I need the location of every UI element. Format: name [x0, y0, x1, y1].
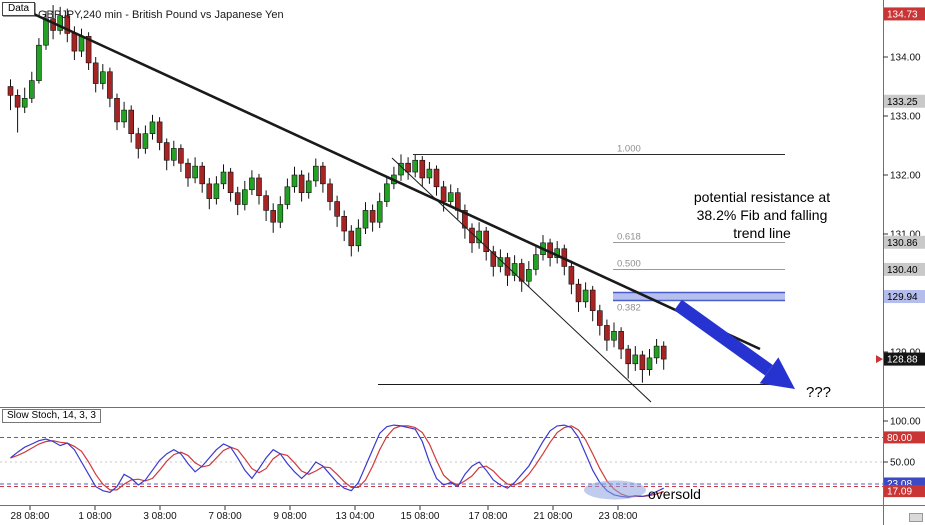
- svg-text:132.00: 132.00: [890, 171, 921, 182]
- svg-text:21 08:00: 21 08:00: [534, 511, 573, 522]
- svg-text:130.40: 130.40: [887, 265, 918, 276]
- svg-text:50.00: 50.00: [890, 458, 915, 469]
- svg-text:130.86: 130.86: [887, 238, 918, 249]
- resistance-annotation-line2: 38.2% Fib and falling: [696, 207, 828, 223]
- svg-text:9 08:00: 9 08:00: [273, 511, 307, 522]
- svg-text:129.94: 129.94: [887, 292, 918, 303]
- svg-text:7 08:00: 7 08:00: [208, 511, 242, 522]
- falling-trend-lines: [11, 2, 761, 403]
- data-button[interactable]: Data: [2, 2, 36, 16]
- down-arrow: [674, 299, 795, 389]
- svg-text:23 08:00: 23 08:00: [599, 511, 638, 522]
- svg-text:1.000: 1.000: [617, 143, 641, 154]
- stoch-k-line: [10, 424, 664, 498]
- svg-text:0.382: 0.382: [617, 303, 641, 314]
- svg-text:131.00: 131.00: [890, 230, 921, 241]
- resistance-annotation-line1: potential resistance at: [693, 189, 831, 205]
- svg-text:23.08: 23.08: [887, 479, 912, 490]
- chart-title: GBPJPY,240 min - British Pound vs Japane…: [38, 9, 284, 21]
- svg-text:80.00: 80.00: [887, 433, 912, 444]
- svg-text:17 08:00: 17 08:00: [469, 511, 508, 522]
- svg-text:133.25: 133.25: [887, 97, 918, 108]
- stoch-indicator-label: Slow Stoch, 14, 3, 3: [2, 409, 101, 423]
- resistance-annotation: potential resistance at 38.2% Fib and fa…: [664, 188, 860, 242]
- svg-text:28 08:00: 28 08:00: [11, 511, 50, 522]
- resize-grip-icon: [909, 513, 923, 522]
- svg-text:128.88: 128.88: [887, 355, 918, 366]
- resistance-annotation-line3: trend line: [733, 225, 791, 241]
- svg-text:133.00: 133.00: [890, 112, 921, 123]
- svg-text:134.00: 134.00: [890, 53, 921, 64]
- stoch-d-line: [10, 425, 664, 497]
- svg-text:15 08:00: 15 08:00: [401, 511, 440, 522]
- question-annotation: ???: [806, 384, 832, 401]
- svg-text:17.09: 17.09: [887, 487, 912, 498]
- svg-text:0.618: 0.618: [617, 231, 641, 242]
- svg-text:100.00: 100.00: [890, 417, 921, 428]
- time-axis[interactable]: 28 08:00 1 08:00 3 08:00 7 08:00 9 08:00 13 0…: [11, 506, 638, 522]
- stochastic-panel: [0, 424, 883, 500]
- oversold-annotation: oversold: [648, 486, 701, 502]
- svg-text:134.73: 134.73: [887, 9, 918, 20]
- price-axis[interactable]: 134.00133.00132.00131.00129.00134.73133.…: [876, 7, 925, 498]
- candles: [7, 5, 667, 383]
- fib-retracement: 1.000 0.618 0.500 0.382: [413, 143, 785, 314]
- oversold-highlight: [584, 480, 646, 500]
- svg-text:3 08:00: 3 08:00: [143, 511, 177, 522]
- svg-text:13 04:00: 13 04:00: [336, 511, 375, 522]
- svg-text:1 08:00: 1 08:00: [78, 511, 112, 522]
- svg-text:0.500: 0.500: [617, 258, 641, 269]
